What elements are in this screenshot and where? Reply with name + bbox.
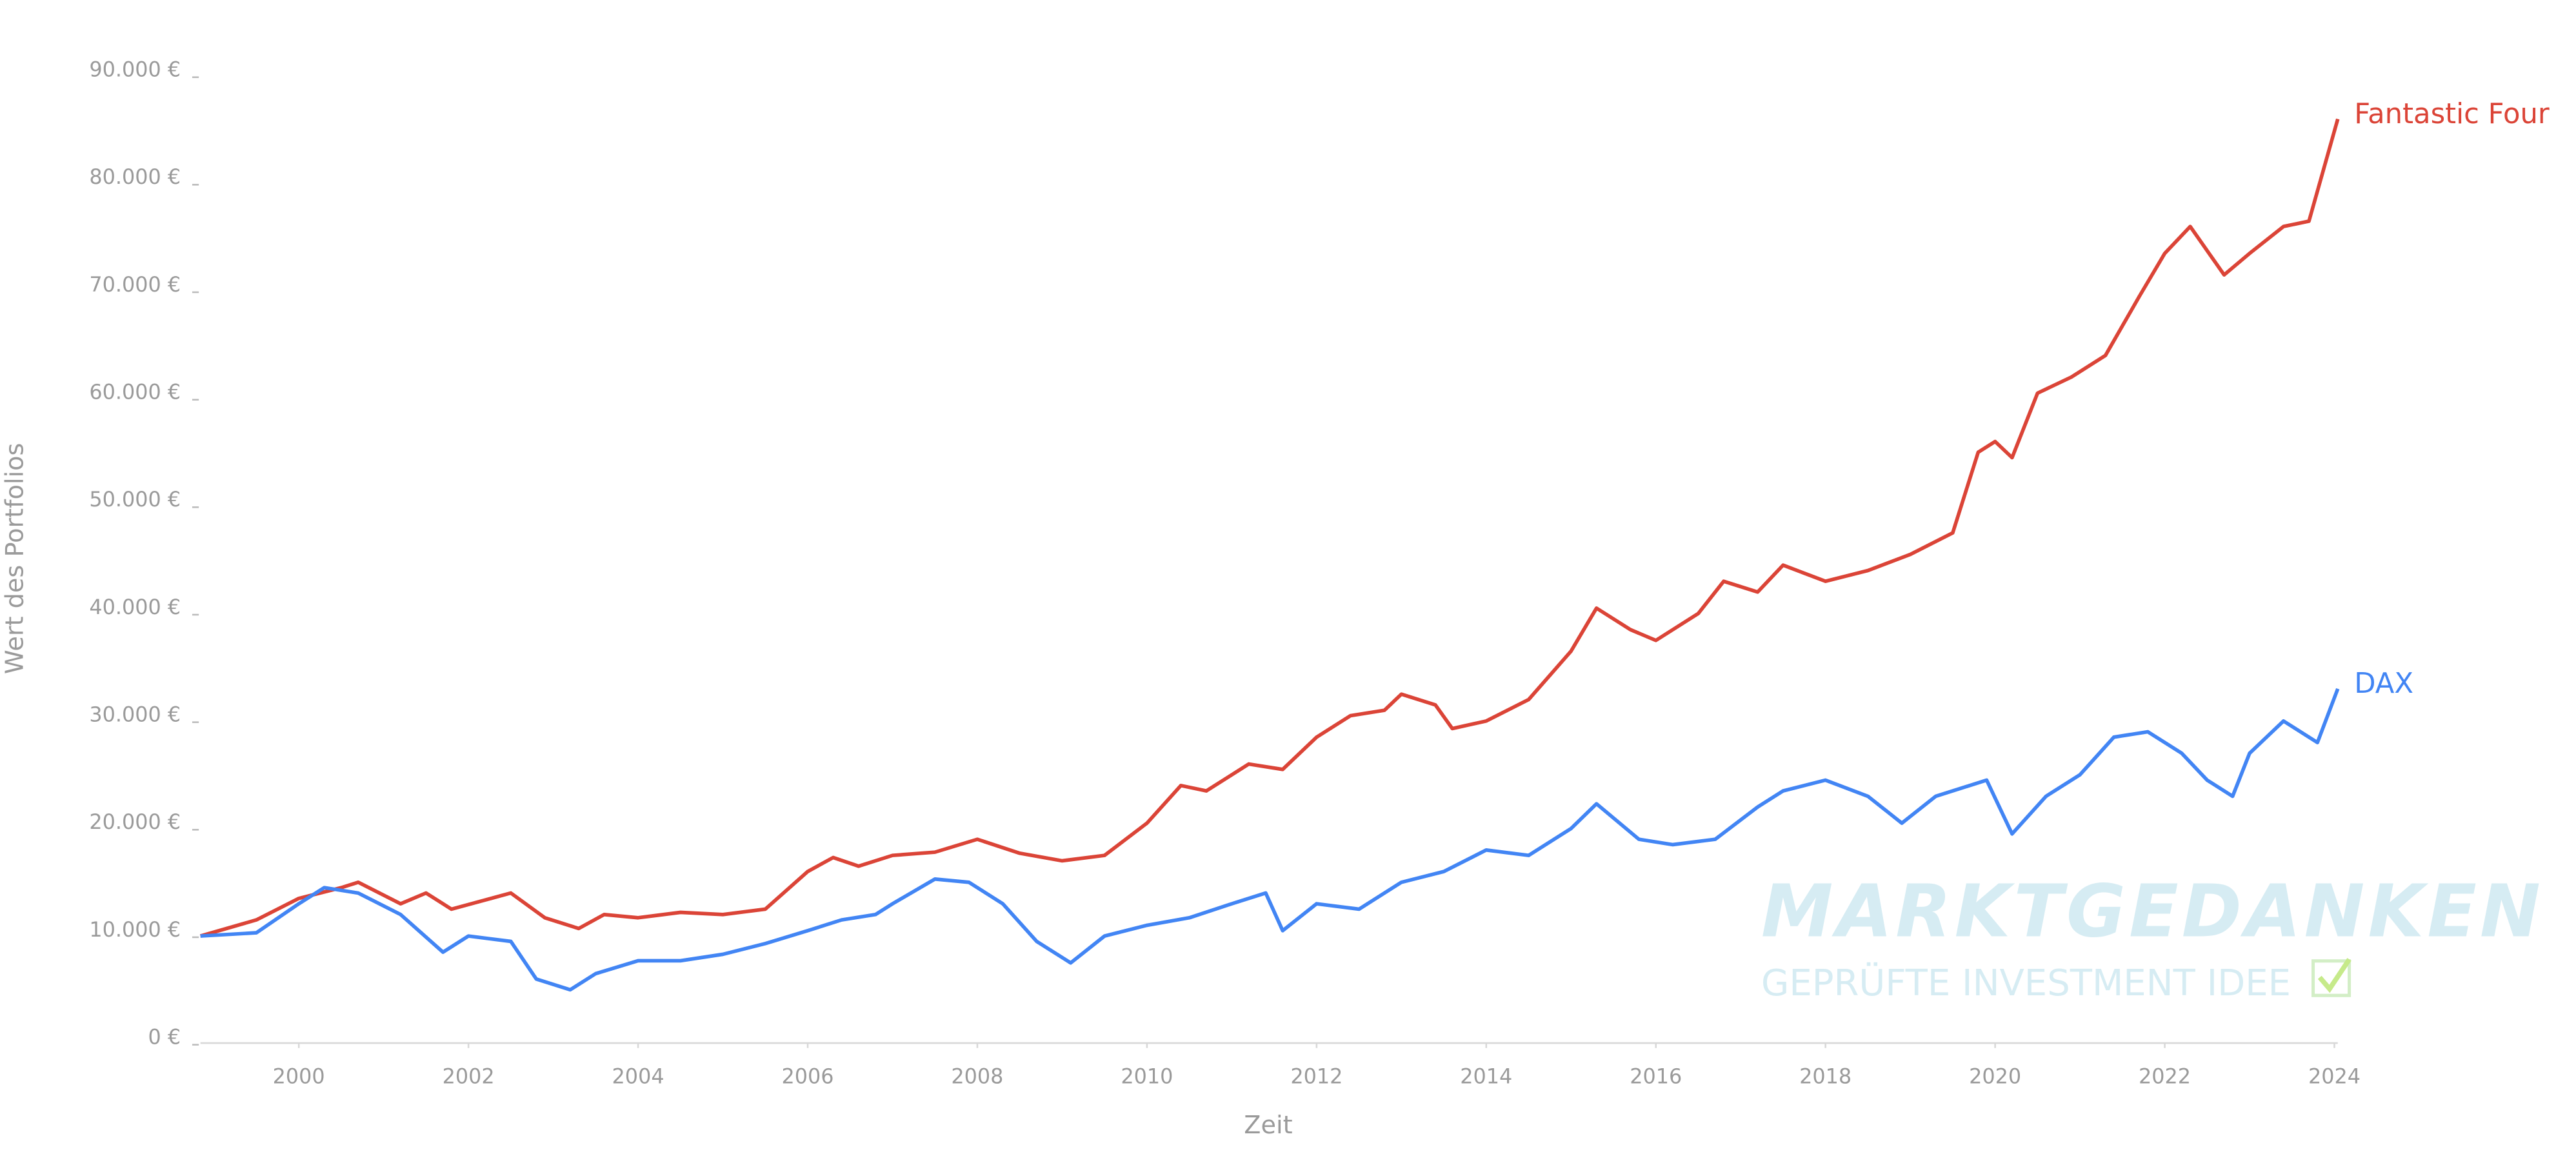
y-tick-label: 80.000 € — [89, 164, 181, 189]
series-label: DAX — [2354, 668, 2413, 700]
x-tick-label: 2024 — [2308, 1064, 2361, 1089]
series-label: Fantastic Four — [2354, 98, 2550, 130]
x-tick-label: 2012 — [1290, 1064, 1343, 1089]
watermark-check — [2317, 958, 2351, 993]
x-tick-label: 2002 — [443, 1064, 495, 1089]
y-tick-label: 0 € — [148, 1024, 181, 1049]
x-tick-label: 2016 — [1630, 1064, 1682, 1089]
x-tick-label: 2008 — [951, 1064, 1003, 1089]
x-tick-label: 2020 — [1969, 1064, 2021, 1089]
y-tick-label: 40.000 € — [89, 595, 181, 619]
series-line — [199, 118, 2340, 938]
x-tick-label: 2018 — [1799, 1064, 1852, 1089]
x-tick-label: 2014 — [1460, 1064, 1512, 1089]
y-tick-label: 90.000 € — [89, 57, 181, 82]
y-tick-label: 20.000 € — [89, 810, 181, 834]
y-tick-label: 10.000 € — [89, 917, 181, 942]
y-axis-title: Wert des Portfolios — [1, 443, 30, 675]
watermark: MARKTGEDANKEN GEPRÜFTE INVESTMENT IDEE — [1761, 870, 2544, 1005]
x-tick-label: 2010 — [1121, 1064, 1173, 1089]
series-line — [200, 688, 2340, 992]
watermark-check-box — [2311, 959, 2351, 997]
x-axis-title: Zeit — [1244, 1111, 1292, 1140]
x-tick-label: 2006 — [782, 1064, 834, 1089]
x-tick-label: 2000 — [273, 1064, 325, 1089]
watermark-subtitle: GEPRÜFTE INVESTMENT IDEE — [1761, 961, 2291, 1004]
y-tick-label: 60.000 € — [89, 379, 181, 404]
y-tick-label: 70.000 € — [89, 272, 181, 297]
y-tick-label: 30.000 € — [89, 702, 181, 726]
watermark-title: MARKTGEDANKEN — [1761, 870, 2544, 954]
y-tick-label: 50.000 € — [89, 487, 181, 512]
x-tick-label: 2004 — [612, 1064, 664, 1089]
x-tick-label: 2022 — [2139, 1064, 2191, 1089]
